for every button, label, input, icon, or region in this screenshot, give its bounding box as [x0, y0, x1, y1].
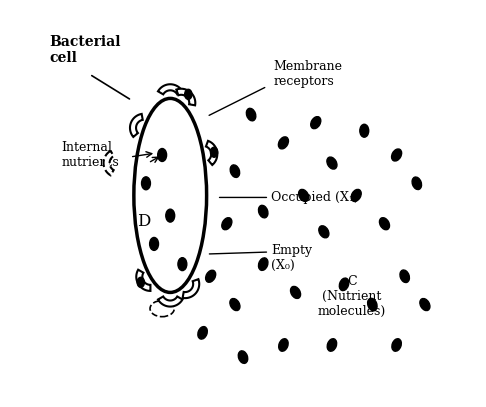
Ellipse shape	[158, 149, 167, 162]
Ellipse shape	[258, 258, 268, 270]
Ellipse shape	[137, 277, 144, 287]
Ellipse shape	[327, 339, 337, 351]
Ellipse shape	[380, 217, 389, 230]
Ellipse shape	[166, 209, 174, 222]
Polygon shape	[206, 141, 217, 165]
Ellipse shape	[311, 116, 320, 129]
Polygon shape	[104, 151, 114, 175]
Text: Empty
(X₀): Empty (X₀)	[271, 244, 312, 272]
Text: Occupied (X₁): Occupied (X₁)	[271, 191, 359, 204]
Ellipse shape	[399, 270, 410, 282]
Ellipse shape	[206, 270, 216, 282]
Ellipse shape	[351, 189, 361, 202]
Ellipse shape	[291, 286, 300, 299]
Ellipse shape	[420, 298, 430, 311]
Ellipse shape	[150, 300, 174, 317]
Text: C
(Nutrient
molecules): C (Nutrient molecules)	[318, 275, 386, 318]
Ellipse shape	[141, 177, 151, 190]
Ellipse shape	[392, 339, 401, 351]
Ellipse shape	[392, 149, 401, 162]
Text: D: D	[137, 213, 151, 230]
Ellipse shape	[246, 108, 256, 121]
Ellipse shape	[185, 89, 192, 99]
Ellipse shape	[178, 258, 187, 271]
Text: Bacterial
cell: Bacterial cell	[49, 35, 121, 65]
Ellipse shape	[298, 189, 309, 201]
Ellipse shape	[327, 157, 337, 169]
Ellipse shape	[360, 124, 369, 137]
Ellipse shape	[238, 351, 248, 363]
Text: Membrane
receptors: Membrane receptors	[273, 60, 342, 88]
Ellipse shape	[279, 136, 288, 149]
Polygon shape	[176, 89, 195, 105]
Ellipse shape	[412, 177, 421, 190]
Ellipse shape	[258, 206, 268, 218]
Ellipse shape	[222, 217, 231, 230]
Ellipse shape	[339, 278, 349, 291]
Ellipse shape	[230, 165, 240, 177]
Ellipse shape	[278, 339, 288, 351]
Ellipse shape	[150, 237, 158, 250]
Polygon shape	[158, 296, 182, 306]
Ellipse shape	[230, 298, 240, 311]
Polygon shape	[183, 279, 199, 298]
Ellipse shape	[367, 298, 378, 311]
Polygon shape	[136, 270, 151, 291]
Ellipse shape	[210, 147, 218, 157]
Ellipse shape	[197, 327, 208, 339]
Text: Internal
nutrients: Internal nutrients	[61, 141, 119, 169]
Polygon shape	[130, 114, 143, 137]
Ellipse shape	[319, 226, 329, 238]
Ellipse shape	[134, 98, 207, 292]
Polygon shape	[158, 84, 182, 94]
